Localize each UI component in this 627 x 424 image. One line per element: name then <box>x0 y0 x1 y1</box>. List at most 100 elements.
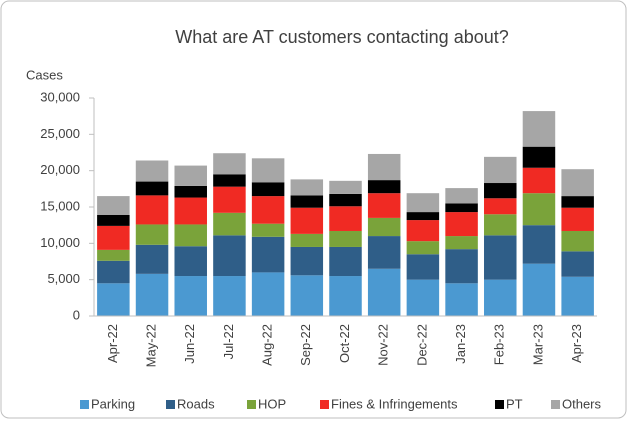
bar-segment <box>445 236 478 250</box>
bar-segment <box>135 224 169 245</box>
bar-segment <box>97 249 130 261</box>
bar-segment <box>290 246 324 276</box>
bar-segment <box>135 195 169 225</box>
bar-segment <box>484 156 517 184</box>
bar-segment <box>329 193 362 207</box>
legend-label: Roads <box>177 396 215 411</box>
bar-segment <box>251 236 285 273</box>
bar-segment <box>406 220 440 242</box>
bar-segment <box>522 193 556 226</box>
bar-segment <box>97 260 130 284</box>
y-tick-label: 5,000 <box>47 271 80 286</box>
bar-segment <box>367 268 401 316</box>
legend-swatch <box>166 400 175 409</box>
x-tick-label: Aug-22 <box>260 324 275 366</box>
bar-segment <box>367 236 401 269</box>
bar-segment <box>251 196 285 224</box>
bar-segment <box>484 279 517 316</box>
bar-segment <box>329 180 362 194</box>
x-tick-label: Apr-22 <box>105 324 120 363</box>
bar-segment <box>561 169 594 197</box>
bar-segment <box>484 214 517 236</box>
legend-swatch <box>80 400 89 409</box>
bar-segment <box>329 276 362 316</box>
legend-swatch <box>247 400 256 409</box>
bar-segment <box>367 217 401 237</box>
legend-swatch <box>320 400 329 409</box>
bar-segment <box>174 246 207 277</box>
bar-segment <box>251 223 285 237</box>
x-tick-label: May-22 <box>143 324 158 367</box>
bar-segment <box>561 276 594 316</box>
bar-segment <box>367 180 401 194</box>
chart-title: What are AT customers contacting about? <box>175 27 509 47</box>
bar-segment <box>445 188 478 204</box>
bar-segment <box>522 111 556 147</box>
bar-segment <box>329 246 362 277</box>
bar-segment <box>251 182 285 197</box>
bar-segment <box>522 263 556 316</box>
legend-swatch <box>495 400 504 409</box>
bar-segment <box>290 233 324 247</box>
bar-segment <box>290 275 324 316</box>
legend-label: HOP <box>258 396 286 411</box>
bar-segment <box>445 203 478 213</box>
y-tick-label: 20,000 <box>40 162 80 177</box>
y-tick-label: 0 <box>73 307 80 322</box>
bar-segment <box>406 212 440 221</box>
x-tick-label: Jan-23 <box>453 324 468 364</box>
bar-segment <box>406 279 440 316</box>
bar-segment <box>329 206 362 231</box>
bar-segment <box>174 276 207 316</box>
bar-segment <box>213 276 246 316</box>
x-tick-label: Apr-23 <box>569 324 584 363</box>
bar-segment <box>213 174 246 187</box>
bar-segment <box>522 146 556 168</box>
legend-label: PT <box>506 396 523 411</box>
bar-segment <box>484 235 517 280</box>
bar-segment <box>561 207 594 231</box>
x-tick-label: Sep-22 <box>298 324 313 366</box>
bar-segment <box>251 158 285 183</box>
bar-segment <box>484 183 517 199</box>
y-tick-label: 30,000 <box>40 89 80 104</box>
x-tick-label: Jul-22 <box>221 324 236 359</box>
bar-segment <box>97 196 130 215</box>
bar-segment <box>561 230 594 252</box>
bar-segment <box>445 249 478 284</box>
bar-segment <box>213 153 246 175</box>
bar-segment <box>97 214 130 226</box>
y-tick-label: 10,000 <box>40 235 80 250</box>
bar-segment <box>522 225 556 264</box>
bar-segment <box>97 283 130 316</box>
bar-segment <box>135 244 169 274</box>
bar-segment <box>97 225 130 250</box>
legend-label: Parking <box>91 396 135 411</box>
bar-segment <box>135 181 169 196</box>
legend-label: Fines & Infringements <box>331 396 458 411</box>
y-tick-label: 15,000 <box>40 198 80 213</box>
bar-segment <box>445 283 478 316</box>
bar-segment <box>213 186 246 213</box>
y-axis-label: Cases <box>26 67 63 82</box>
bar-segment <box>561 251 594 277</box>
bar-segment <box>522 167 556 194</box>
bar-segment <box>174 185 207 198</box>
bar-segment <box>367 153 401 181</box>
bar-segment <box>290 207 324 234</box>
bar-segment <box>213 235 246 277</box>
bar-segment <box>135 160 169 182</box>
bar-segment <box>445 212 478 237</box>
x-tick-label: Mar-23 <box>530 324 545 365</box>
bar-segment <box>561 196 594 208</box>
x-tick-label: Jun-22 <box>182 324 197 364</box>
bar-segment <box>406 241 440 255</box>
bar-segment <box>329 230 362 247</box>
x-tick-label: Feb-23 <box>492 324 507 365</box>
legend-swatch <box>551 400 560 409</box>
x-tick-label: Dec-22 <box>414 324 429 366</box>
bar-segment <box>406 254 440 280</box>
bar-segment <box>174 197 207 225</box>
bar-segment <box>174 165 207 186</box>
